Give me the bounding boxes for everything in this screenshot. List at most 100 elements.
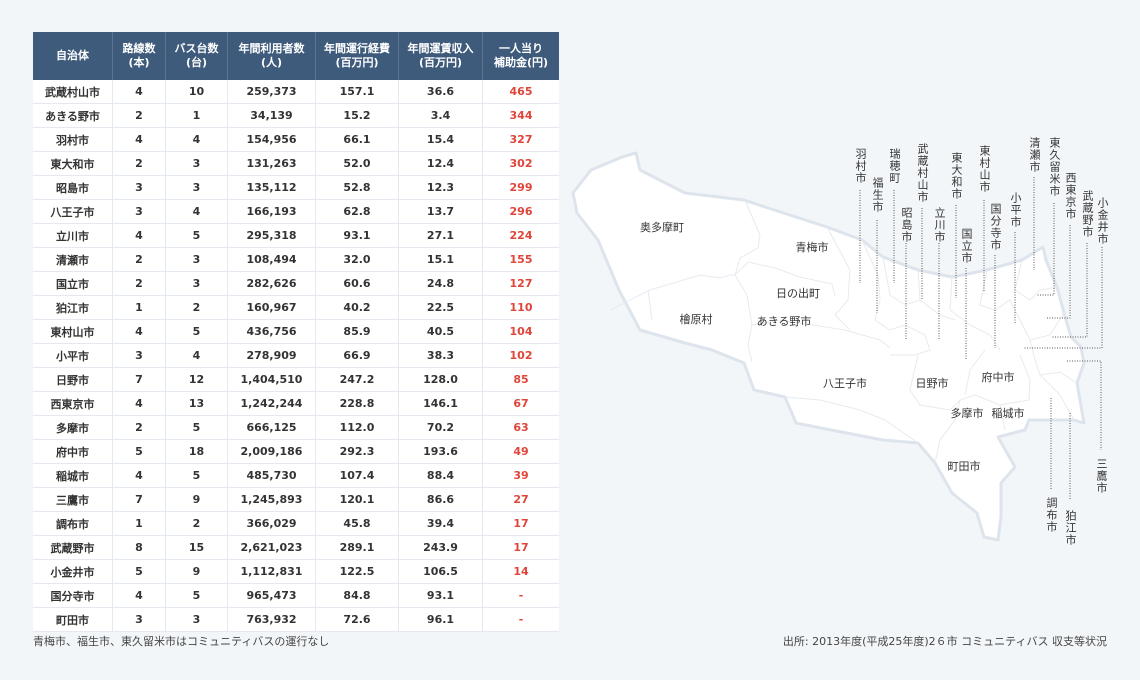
subsidy-cell: 14: [482, 559, 559, 584]
value-cell: 10: [165, 80, 228, 104]
value-cell: 1: [112, 511, 166, 536]
table-row: 国立市 2 3 282,626 60.6 24.8 127: [33, 271, 559, 296]
table-row: 町田市 3 3 763,932 72.6 96.1-: [33, 607, 559, 632]
value-cell: 4: [112, 391, 166, 416]
municipality-cell: 狛江市: [33, 295, 113, 320]
subsidy-cell: -: [482, 583, 559, 608]
municipality-cell: 西東京市: [33, 391, 113, 416]
table-header-row: 自治体 路線数 (本) バス台数 (台) 年間利用者数 (人) 年間運行経費 (百万円)…: [33, 32, 559, 80]
value-cell: 146.1: [398, 391, 483, 416]
value-cell: 259,373: [227, 80, 316, 104]
value-cell: 3.4: [398, 103, 483, 128]
value-cell: 292.3: [315, 439, 399, 464]
municipality-cell: 八王子市: [33, 199, 113, 224]
value-cell: 4: [165, 127, 228, 152]
value-cell: 13.7: [398, 199, 483, 224]
footnote: 青梅市、福生市、東久留米市はコミュニティバスの運行なし: [33, 635, 330, 648]
value-cell: 3: [112, 175, 166, 200]
subsidy-cell: 49: [482, 439, 559, 464]
municipality-cell: 東大和市: [33, 151, 113, 176]
map-callout-label: 三鷹市: [1095, 458, 1108, 494]
value-cell: 8: [112, 535, 166, 560]
leader-line: [1036, 203, 1055, 296]
value-cell: 135,112: [227, 175, 316, 200]
value-cell: 60.6: [315, 271, 399, 296]
value-cell: 243.9: [398, 535, 483, 560]
value-cell: 3: [165, 607, 228, 632]
value-cell: 5: [165, 463, 228, 488]
municipality-cell: あきる野市: [33, 103, 113, 128]
municipality-cell: 武蔵村山市: [33, 80, 113, 104]
value-cell: 282,626: [227, 271, 316, 296]
value-cell: 5: [165, 415, 228, 440]
table-row: 昭島市 3 3 135,112 52.8 12.3 299: [33, 175, 559, 200]
subsidy-cell: 17: [482, 511, 559, 536]
map-area-label: 町田市: [947, 460, 981, 473]
subsidy-cell: 224: [482, 223, 559, 248]
table-row: 羽村市 4 4 154,956 66.1 15.4 327: [33, 127, 559, 152]
municipality-cell: 立川市: [33, 223, 113, 248]
value-cell: 32.0: [315, 247, 399, 272]
map-callout-label: 小金井市: [1096, 197, 1109, 245]
map-area-label: 八王子市: [823, 377, 867, 390]
value-cell: 4: [112, 80, 166, 104]
value-cell: 289.1: [315, 535, 399, 560]
value-cell: 70.2: [398, 415, 483, 440]
value-cell: 1: [112, 295, 166, 320]
map-callout-label: 立川市: [933, 207, 946, 243]
value-cell: 295,318: [227, 223, 316, 248]
municipality-cell: 多摩市: [33, 415, 113, 440]
value-cell: 154,956: [227, 127, 316, 152]
value-cell: 7: [112, 367, 166, 392]
subsidy-cell: 344: [482, 103, 559, 128]
column-header: 年間運賃収入 (百万円): [398, 32, 483, 80]
map-callout-label: 武蔵村山市: [916, 143, 929, 203]
table-row: 立川市 4 5 295,318 93.1 27.1 224: [33, 223, 559, 248]
value-cell: 2: [112, 271, 166, 296]
subsidy-cell: 104: [482, 319, 559, 344]
map-callout-label: 西東京市: [1064, 172, 1077, 220]
municipality-cell: 武蔵野市: [33, 535, 113, 560]
leader-line: [1024, 247, 1103, 349]
value-cell: 108,494: [227, 247, 316, 272]
value-cell: 66.9: [315, 343, 399, 368]
map-callout-label: 国立市: [960, 228, 973, 264]
value-cell: 5: [112, 559, 166, 584]
municipality-cell: 国分寺市: [33, 583, 113, 608]
value-cell: 3: [112, 343, 166, 368]
value-cell: 66.1: [315, 127, 399, 152]
value-cell: 122.5: [315, 559, 399, 584]
value-cell: 763,932: [227, 607, 316, 632]
value-cell: 247.2: [315, 367, 399, 392]
value-cell: 5: [165, 319, 228, 344]
municipality-cell: 府中市: [33, 439, 113, 464]
map-callout-label: 東村山市: [978, 145, 991, 193]
municipality-cell: 三鷹市: [33, 487, 113, 512]
value-cell: 666,125: [227, 415, 316, 440]
municipality-cell: 日野市: [33, 367, 113, 392]
map-callout-label: 小平市: [1009, 192, 1022, 228]
municipality-cell: 小平市: [33, 343, 113, 368]
value-cell: 4: [165, 199, 228, 224]
value-cell: 86.6: [398, 487, 483, 512]
value-cell: 9: [165, 487, 228, 512]
value-cell: 485,730: [227, 463, 316, 488]
value-cell: 39.4: [398, 511, 483, 536]
municipality-cell: 町田市: [33, 607, 113, 632]
table-row: あきる野市 2 1 34,139 15.2 3.4 344: [33, 103, 559, 128]
value-cell: 166,193: [227, 199, 316, 224]
value-cell: 1,404,510: [227, 367, 316, 392]
value-cell: 15.4: [398, 127, 483, 152]
table-row: 稲城市 4 5 485,730 107.4 88.4 39: [33, 463, 559, 488]
map-area-label: あきる野市: [756, 315, 812, 328]
value-cell: 45.8: [315, 511, 399, 536]
value-cell: 1: [165, 103, 228, 128]
subsidy-cell: 110: [482, 295, 559, 320]
value-cell: 2,009,186: [227, 439, 316, 464]
value-cell: 22.5: [398, 295, 483, 320]
table-row: 東村山市 4 5 436,756 85.9 40.5 104: [33, 319, 559, 344]
leader-line: [1067, 360, 1102, 450]
value-cell: 12.4: [398, 151, 483, 176]
value-cell: 366,029: [227, 511, 316, 536]
value-cell: 84.8: [315, 583, 399, 608]
